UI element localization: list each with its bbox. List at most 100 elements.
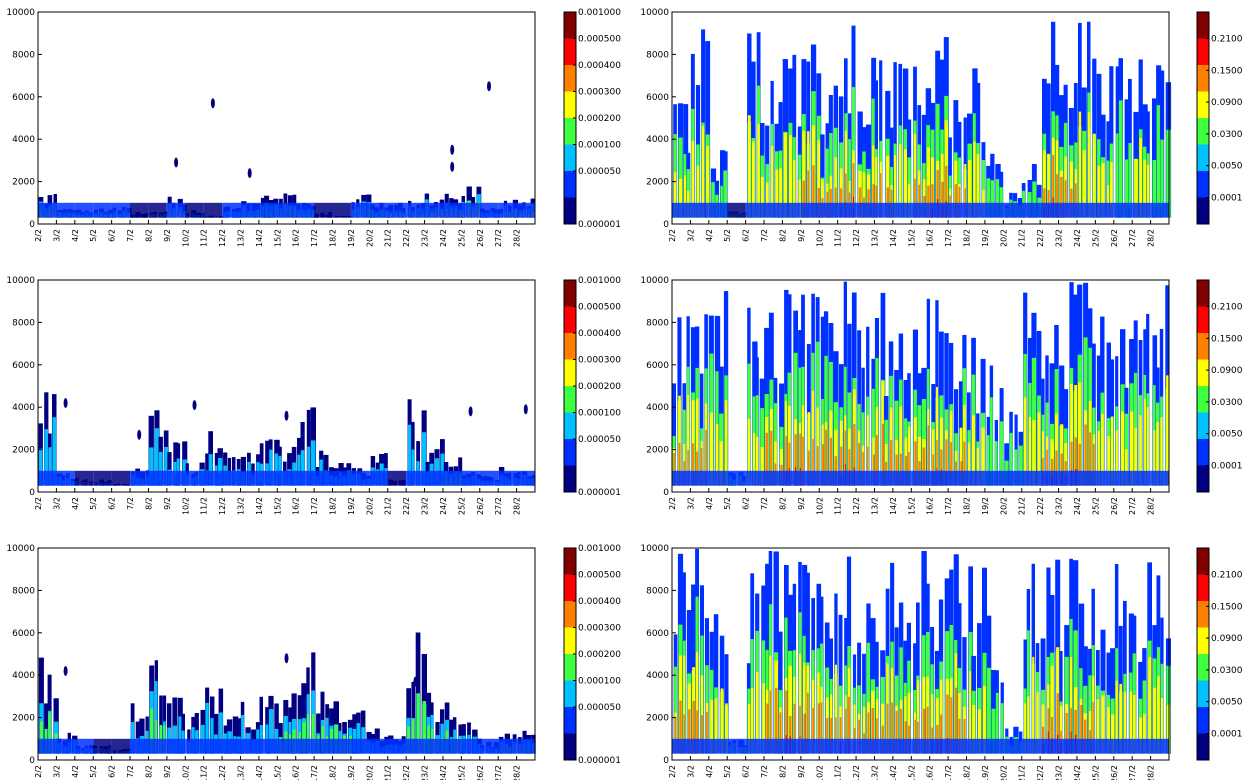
x-tick-label: 27/2 bbox=[1128, 497, 1137, 515]
colorbar-segment bbox=[564, 601, 576, 628]
data-base bbox=[948, 202, 967, 218]
colorbar-segment bbox=[1197, 144, 1209, 172]
data-core bbox=[926, 147, 931, 218]
data-core bbox=[945, 165, 948, 218]
y-tick-label: 4000 bbox=[646, 135, 669, 145]
colorbar-segment bbox=[1197, 654, 1209, 681]
data-core bbox=[1123, 691, 1127, 754]
data-core bbox=[1037, 412, 1041, 486]
x-tick-label: 13/2 bbox=[236, 229, 245, 247]
colorbar-label: 0.000001 bbox=[578, 488, 621, 498]
data-core bbox=[802, 180, 805, 218]
data-core bbox=[941, 181, 944, 218]
data-core bbox=[931, 184, 934, 218]
data-core bbox=[799, 433, 802, 486]
data-base bbox=[406, 738, 425, 754]
x-tick-label: 4/2 bbox=[71, 765, 80, 778]
data-speck bbox=[174, 157, 179, 168]
data-streak bbox=[213, 713, 219, 754]
y-tick-label: 2000 bbox=[12, 714, 35, 724]
data-core bbox=[802, 436, 804, 486]
x-tick-label: 2/2 bbox=[34, 497, 43, 510]
data-base bbox=[111, 470, 130, 486]
data-base bbox=[350, 738, 370, 754]
data-streak bbox=[713, 614, 719, 754]
data-core bbox=[858, 187, 862, 218]
x-tick-label: 17/2 bbox=[310, 229, 319, 247]
x-tick-label: 12/2 bbox=[218, 497, 227, 515]
x-tick-label: 5/2 bbox=[89, 229, 98, 242]
data-core bbox=[52, 417, 57, 486]
data-core bbox=[1070, 441, 1073, 486]
data-core bbox=[440, 453, 445, 486]
data-base bbox=[498, 202, 517, 218]
x-tick-label: 18/2 bbox=[329, 765, 338, 780]
data-core bbox=[695, 652, 699, 754]
x-tick-label: 7/2 bbox=[126, 497, 135, 510]
colorbar-segment bbox=[564, 197, 576, 225]
data-base bbox=[1040, 738, 1059, 754]
colorbar-label: 0.000100 bbox=[578, 141, 621, 151]
data-base bbox=[1150, 202, 1169, 218]
colorbar-label: 0.2100 bbox=[1211, 571, 1243, 581]
data-core bbox=[1024, 703, 1027, 754]
colorbar-segment bbox=[564, 91, 576, 119]
data-core bbox=[872, 454, 876, 486]
x-tick-label: 24/2 bbox=[1073, 765, 1082, 780]
colorbar-segment bbox=[564, 574, 576, 602]
data-base bbox=[369, 202, 388, 218]
data-core bbox=[886, 703, 889, 754]
x-tick-label: 14/2 bbox=[889, 497, 898, 515]
colorbar-middle-left: 0.001000 0.000500 0.000400 0.000300 0.000200… bbox=[563, 276, 621, 498]
data-core bbox=[679, 700, 682, 754]
data-core bbox=[824, 355, 828, 486]
data-core bbox=[976, 447, 979, 486]
x-tick-label: 5/2 bbox=[723, 765, 732, 778]
data-core bbox=[958, 718, 961, 754]
data-core bbox=[886, 187, 889, 218]
x-tick-label: 27/2 bbox=[494, 229, 503, 247]
data-streak bbox=[1109, 66, 1114, 218]
data-core bbox=[1046, 449, 1048, 486]
colorbar-label: 0.000001 bbox=[578, 756, 621, 766]
data-base bbox=[332, 470, 351, 486]
data-core bbox=[769, 690, 772, 754]
data-streak bbox=[672, 383, 676, 486]
data-core bbox=[994, 441, 998, 486]
data-core bbox=[412, 718, 415, 754]
data-base bbox=[1058, 202, 1077, 218]
data-core bbox=[696, 710, 698, 754]
data-base bbox=[948, 470, 967, 486]
data-base bbox=[148, 202, 167, 218]
data-base bbox=[984, 470, 1004, 486]
data-base bbox=[387, 470, 407, 486]
data-base bbox=[966, 738, 985, 754]
data-core bbox=[1052, 154, 1055, 218]
colorbar-segment bbox=[564, 359, 576, 387]
colorbar-segment bbox=[1197, 733, 1209, 761]
data-core bbox=[1148, 657, 1152, 754]
data-streak bbox=[792, 54, 797, 218]
colorbar-top-right: 0.2100 0.1500 0.0900 0.0300 0.0050 0.0001 bbox=[1196, 11, 1243, 225]
data-core bbox=[871, 708, 875, 754]
data-core bbox=[705, 429, 707, 486]
data-base bbox=[516, 202, 535, 218]
data-base bbox=[74, 202, 94, 218]
data-core bbox=[991, 708, 996, 754]
data-speck bbox=[413, 676, 418, 687]
data-core bbox=[822, 444, 825, 486]
data-base bbox=[38, 738, 57, 754]
x-tick-label: 2/2 bbox=[34, 765, 43, 778]
data-core bbox=[1070, 707, 1072, 754]
data-core bbox=[696, 165, 700, 218]
y-tick-label: 6000 bbox=[12, 361, 35, 371]
colorbar-label: 0.0001 bbox=[1211, 194, 1243, 204]
data-core bbox=[154, 428, 159, 486]
data-core bbox=[899, 453, 902, 486]
data-streak bbox=[232, 716, 239, 754]
x-tick-label: 5/2 bbox=[723, 497, 732, 510]
x-tick-label: 24/2 bbox=[439, 229, 448, 247]
data-core bbox=[1120, 411, 1125, 486]
data-core bbox=[307, 446, 311, 486]
data-base bbox=[443, 738, 462, 754]
